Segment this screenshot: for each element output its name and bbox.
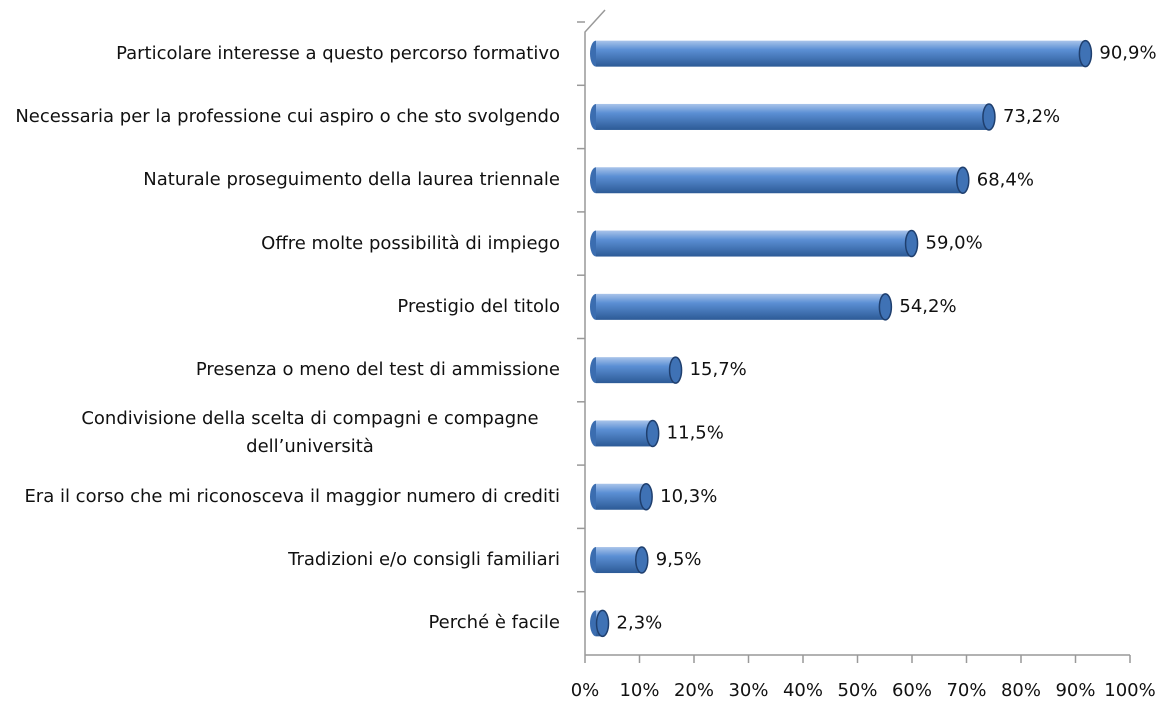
value-label: 2,3% [617,612,663,633]
bar-end [639,483,653,511]
bar-start [590,293,596,320]
bar [596,40,1086,67]
category-label: Condivisione della scelta di compagni e … [81,408,539,458]
bar-end [904,229,919,258]
category-label: Perché è facile [428,612,560,634]
value-label: 15,7% [690,359,747,380]
bar [596,103,989,130]
bar [596,167,963,194]
bar [596,547,642,574]
bar [596,293,886,320]
bar-end [635,546,649,574]
category-label: Prestigio del titolo [397,295,560,317]
bar-end [595,609,610,638]
bar [596,230,912,257]
bar-start [590,420,596,447]
x-tick-label: 80% [1001,680,1041,701]
category-label: Naturale proseguimento della laurea trie… [143,169,560,191]
x-tick-label: 40% [783,680,823,701]
x-tick-label: 100% [1104,680,1155,701]
x-tick-label: 60% [892,680,932,701]
value-label: 73,2% [1003,106,1060,127]
category-label: Necessaria per la professione cui aspiro… [15,105,560,127]
bar [596,357,676,384]
bar [596,420,653,447]
axis-wall [584,9,606,655]
bar-start [590,40,596,67]
category-label: Presenza o meno del test di ammissione [195,359,560,381]
bar-start [590,167,596,194]
value-label: 59,0% [926,233,983,254]
x-tick-label: 20% [674,680,714,701]
bar [596,483,647,510]
x-tick-label: 90% [1055,680,1095,701]
category-label: Offre molte possibilità di impiego [261,232,560,254]
value-label: 10,3% [660,486,717,507]
x-tick-label: 50% [837,680,877,701]
bar-end [878,293,893,321]
bar-end [956,166,970,194]
x-tick-label: 30% [728,680,768,701]
category-label: Tradizioni e/o consigli familiari [288,549,560,571]
x-tick-label: 10% [619,680,659,701]
category-label: Era il corso che mi riconosceva il maggi… [24,485,560,507]
value-label: 9,5% [656,549,702,570]
bar-start [590,483,596,510]
bar-start [590,103,596,130]
value-label: 68,4% [977,169,1034,190]
x-tick-label: 70% [946,680,986,701]
bar-end [982,103,996,131]
value-label: 54,2% [899,296,956,317]
x-tick-label: 0% [571,680,600,701]
bar-start [590,230,596,257]
value-label: 11,5% [667,422,724,443]
bar-start [590,547,596,574]
bar-end [1078,39,1093,68]
bar-start [590,357,596,384]
bar-end [645,419,660,448]
category-label: Particolare interesse a questo percorso … [116,42,560,64]
bar-start [590,610,596,637]
bar-end [668,356,683,384]
value-label: 90,9% [1099,43,1156,64]
